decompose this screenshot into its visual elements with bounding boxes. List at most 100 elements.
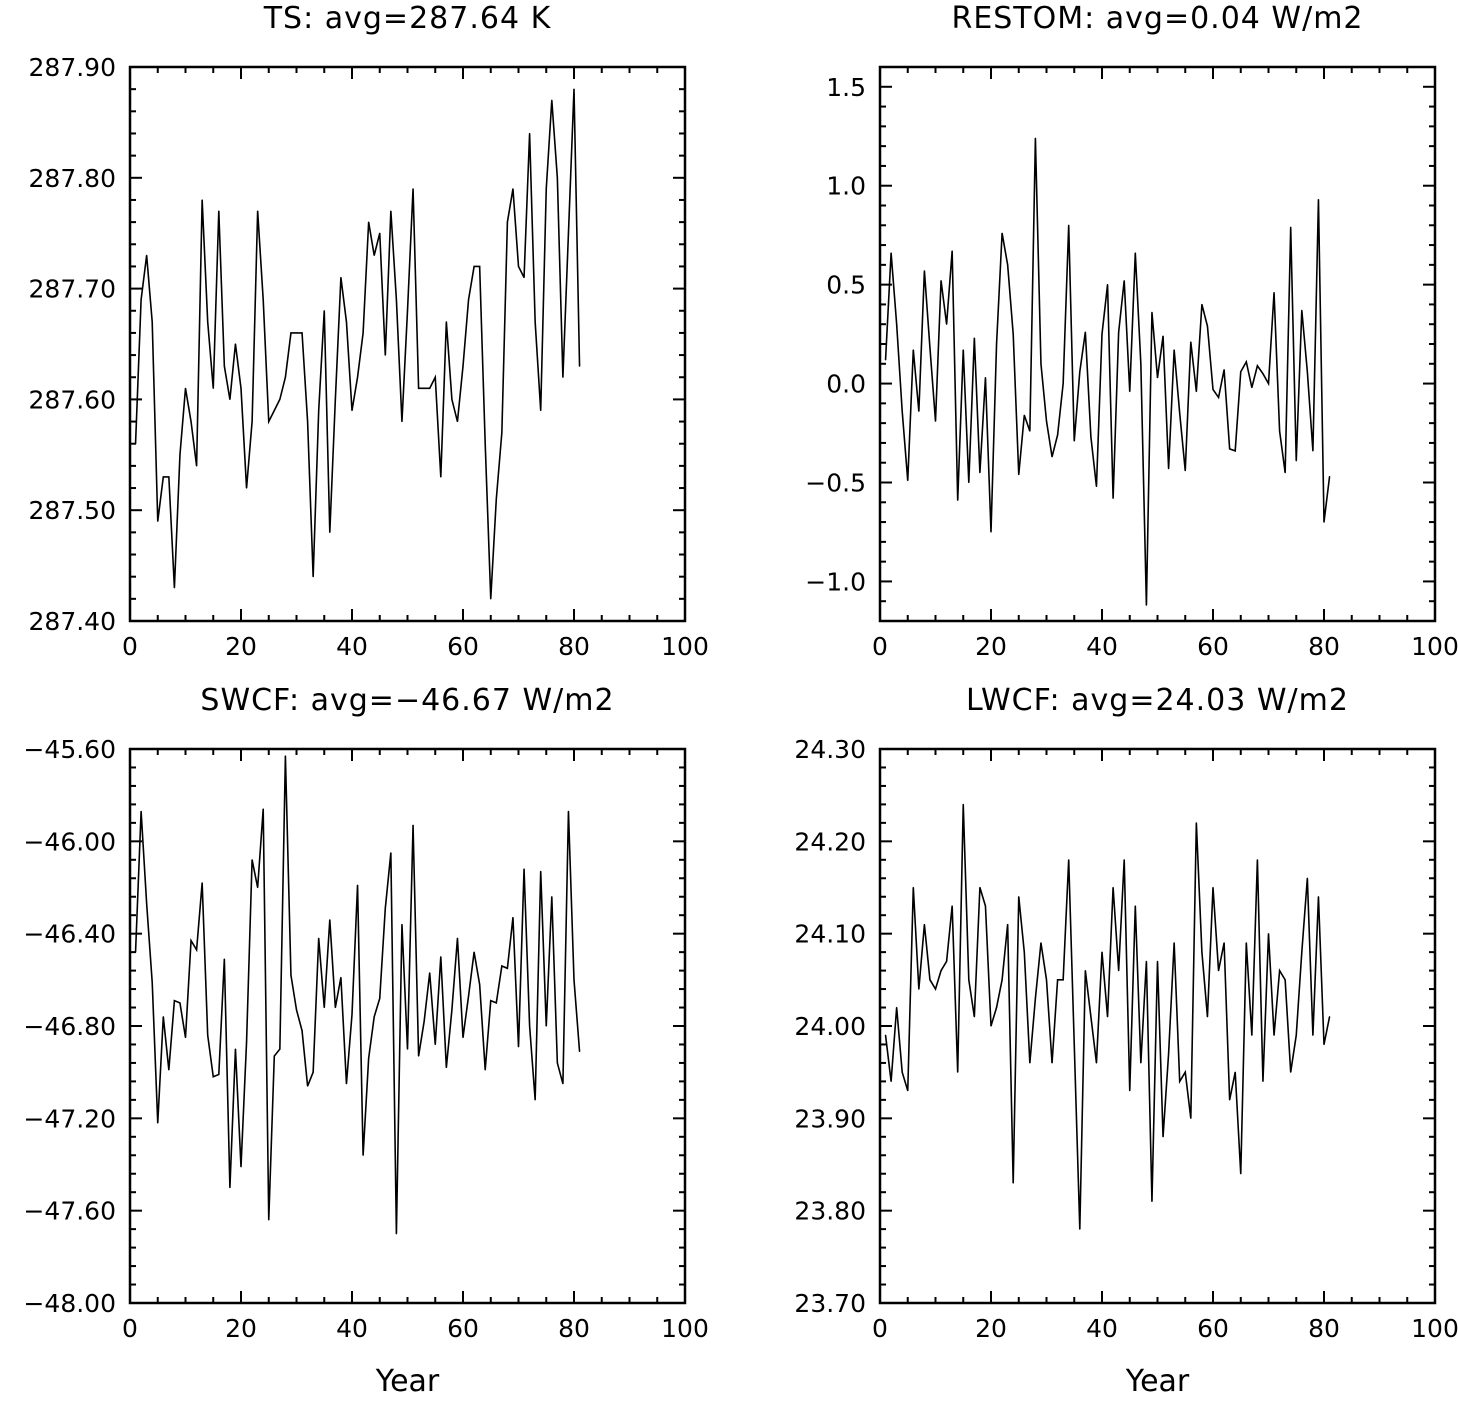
data-point bbox=[962, 803, 964, 806]
data-point bbox=[345, 1083, 348, 1085]
data-point bbox=[1212, 886, 1214, 889]
data-point bbox=[351, 1013, 353, 1016]
y-tick-label: −47.60 bbox=[23, 1197, 116, 1226]
x-tick-label: 20 bbox=[225, 632, 257, 661]
data-point bbox=[1301, 951, 1303, 953]
data-point bbox=[168, 1069, 170, 1071]
data-point bbox=[901, 410, 903, 412]
data-point bbox=[1223, 369, 1225, 371]
data-point bbox=[1068, 224, 1070, 226]
data-point bbox=[334, 1006, 336, 1009]
data-point bbox=[962, 349, 964, 351]
chart-title: TS: avg=287.64 K bbox=[263, 1, 552, 36]
data-point bbox=[1267, 382, 1270, 385]
data-point bbox=[1156, 960, 1159, 962]
data-point bbox=[356, 884, 359, 886]
data-point bbox=[1145, 960, 1147, 962]
data-point bbox=[1273, 1034, 1275, 1036]
data-point bbox=[273, 409, 275, 412]
data-point bbox=[545, 1025, 547, 1027]
data-point bbox=[1168, 468, 1170, 470]
x-tick-label: 60 bbox=[1197, 632, 1229, 661]
y-tick-label: 23.80 bbox=[794, 1197, 866, 1226]
data-point bbox=[1045, 420, 1048, 422]
panel-ts: TS: avg=287.64 K 0 20 40 60 80 100 287.40 287.50… bbox=[29, 1, 709, 661]
data-point bbox=[240, 387, 242, 389]
y-tick-label: 23.70 bbox=[794, 1289, 866, 1318]
x-tick-label: 40 bbox=[336, 1314, 368, 1343]
data-point bbox=[429, 972, 431, 974]
data-point bbox=[901, 1071, 903, 1073]
x-tick-label: 0 bbox=[872, 1314, 888, 1343]
data-point bbox=[268, 420, 270, 423]
data-point bbox=[279, 1048, 281, 1050]
data-point bbox=[140, 810, 142, 812]
data-point bbox=[1179, 412, 1181, 414]
data-point bbox=[451, 1009, 453, 1011]
data-point bbox=[229, 1186, 231, 1189]
y-tick-label: 287.90 bbox=[29, 53, 116, 82]
data-point bbox=[1323, 1043, 1325, 1046]
data-point bbox=[1251, 1034, 1253, 1036]
y-tick-label: −45.60 bbox=[23, 735, 116, 764]
data-point bbox=[506, 221, 508, 223]
data-point bbox=[368, 1057, 370, 1059]
data-point bbox=[196, 465, 198, 467]
data-point bbox=[1040, 363, 1042, 365]
data-point bbox=[1001, 979, 1003, 981]
data-point bbox=[362, 1154, 364, 1156]
data-point bbox=[1118, 970, 1120, 972]
data-point bbox=[1057, 979, 1059, 981]
x-tick-label: 100 bbox=[661, 632, 709, 661]
data-point bbox=[373, 1016, 375, 1018]
data-point bbox=[290, 974, 292, 976]
data-point bbox=[896, 323, 898, 325]
data-point bbox=[973, 1016, 975, 1018]
x-tick-label: 20 bbox=[225, 1314, 257, 1343]
series-line-swcf bbox=[134, 755, 581, 1234]
data-point bbox=[1018, 896, 1020, 898]
data-point bbox=[1328, 1016, 1331, 1018]
x-tick-label: 0 bbox=[122, 632, 138, 661]
data-point bbox=[418, 387, 420, 389]
data-point bbox=[940, 970, 942, 972]
data-point bbox=[1090, 1016, 1092, 1018]
x-tick-label: 100 bbox=[1411, 632, 1458, 661]
data-point bbox=[157, 1122, 159, 1124]
data-point bbox=[284, 376, 286, 378]
data-point bbox=[490, 598, 492, 600]
data-point bbox=[946, 323, 948, 325]
data-point bbox=[1195, 822, 1197, 824]
data-point bbox=[968, 481, 970, 484]
data-point bbox=[1051, 456, 1053, 458]
data-point bbox=[1306, 371, 1308, 373]
y-tick-label: 1.0 bbox=[826, 172, 866, 201]
data-point bbox=[1123, 859, 1125, 861]
data-point bbox=[201, 882, 203, 884]
data-point bbox=[890, 1080, 892, 1082]
x-tick-label: 0 bbox=[122, 1314, 138, 1343]
plot-frame bbox=[878, 65, 1437, 623]
data-point bbox=[207, 1034, 209, 1036]
data-point bbox=[517, 1046, 520, 1048]
data-point bbox=[379, 997, 381, 999]
data-point bbox=[1206, 1016, 1209, 1018]
data-point bbox=[1317, 198, 1320, 201]
data-point bbox=[1279, 970, 1281, 972]
y-tick-label: −46.80 bbox=[23, 1012, 116, 1041]
data-point bbox=[1151, 311, 1153, 313]
data-point bbox=[240, 1166, 242, 1168]
data-point bbox=[451, 398, 453, 400]
data-point bbox=[523, 276, 525, 279]
data-point bbox=[1007, 264, 1009, 266]
x-tick-label: 80 bbox=[558, 632, 590, 661]
data-point bbox=[1312, 450, 1314, 452]
data-point bbox=[951, 905, 953, 907]
data-point bbox=[940, 280, 942, 282]
data-point bbox=[1217, 970, 1220, 972]
data-point bbox=[212, 1076, 214, 1078]
data-point bbox=[1301, 309, 1303, 311]
data-point bbox=[562, 376, 564, 378]
data-point bbox=[406, 310, 409, 312]
data-point bbox=[1073, 440, 1075, 442]
